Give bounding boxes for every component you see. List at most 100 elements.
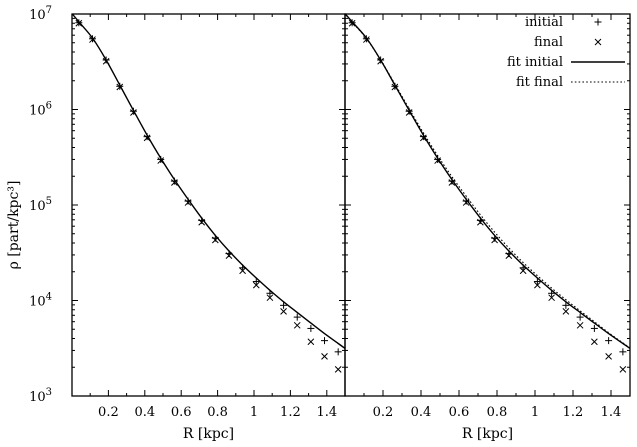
initial-point: [280, 301, 288, 309]
initial-point: [605, 337, 613, 345]
initial-point: [129, 107, 137, 115]
final-point: [477, 218, 484, 226]
final-point: [391, 83, 399, 91]
y-tick-label: 104: [29, 292, 52, 310]
final-point: [211, 236, 219, 244]
x-tick-label: 0.4: [134, 405, 155, 420]
initial-point: [157, 155, 165, 163]
initial-point: [419, 133, 427, 141]
final-point: [619, 366, 627, 373]
y-tick-labels: 103 104 105 106 107: [29, 5, 52, 405]
initial-point: [102, 56, 110, 64]
right-panel: 0.2 0.4 0.6 0.8 1 1.2 1.4 R [kpc]: [344, 13, 631, 442]
final-point: [405, 109, 413, 116]
final-point: [184, 199, 192, 206]
final-point: [198, 218, 206, 226]
initial-point: [362, 35, 370, 43]
initial-point: [321, 337, 329, 345]
final-point: [225, 252, 233, 259]
y-axis-label: ρ [part/kpc³]: [6, 181, 22, 270]
fit-final-line: [345, 14, 630, 349]
y-tick-label: 107: [29, 5, 52, 23]
final-point: [591, 338, 598, 346]
final-point: [143, 134, 151, 142]
final-point: [534, 281, 541, 289]
final-point: [293, 321, 301, 329]
initial-point: [143, 133, 151, 141]
x-axis-label: R [kpc]: [462, 426, 513, 442]
final-point: [594, 38, 602, 46]
final-point: [377, 57, 384, 65]
final-point: [434, 157, 441, 164]
final-point: [280, 307, 287, 315]
final-point: [89, 36, 96, 43]
x-axis-label: R [kpc]: [183, 426, 234, 442]
legend-label: fit initial: [507, 55, 563, 70]
final-point: [130, 109, 137, 116]
final-point: [239, 267, 246, 275]
final-point: [348, 19, 356, 27]
final-point: [363, 36, 370, 43]
x-tick-label: 0.2: [373, 405, 394, 420]
final-point: [171, 179, 178, 186]
final-point: [491, 236, 498, 244]
final-point: [307, 338, 315, 346]
initial-point: [334, 348, 342, 356]
initial-point: [391, 82, 399, 90]
final-point: [321, 353, 328, 360]
x-tick-label: 1: [531, 405, 539, 420]
legend-label: final: [534, 35, 563, 50]
left-panel: 0.2 0.4 0.6 0.8 1 1.2 1.4 R [kpc]: [71, 13, 346, 442]
final-point: [448, 179, 456, 186]
initial-point: [252, 278, 260, 286]
x-tick-label: 1.4: [601, 405, 622, 420]
initial-point: [590, 324, 598, 332]
legend: initial final fit initial fit final: [507, 15, 625, 90]
fit-initial-line: [72, 14, 345, 350]
x-tick-label: 0.6: [171, 405, 192, 420]
x-tick-label: 1.4: [316, 405, 337, 420]
x-tick-label: 0.8: [487, 405, 508, 420]
final-point: [605, 353, 612, 360]
final-point: [334, 366, 342, 373]
y-tick-label: 106: [29, 101, 52, 119]
initial-point: [562, 301, 570, 309]
initial-point: [533, 278, 541, 286]
final-point: [266, 294, 274, 302]
initial-point: [594, 18, 602, 26]
initial-point: [116, 82, 124, 90]
legend-label: fit final: [516, 75, 563, 90]
initial-point: [88, 35, 96, 43]
x-tick-label: 0.6: [449, 405, 470, 420]
y-tick-label: 105: [29, 196, 52, 214]
final-point: [75, 19, 83, 27]
initial-point: [548, 289, 556, 297]
initial-point: [377, 56, 385, 64]
final-point: [157, 157, 165, 164]
initial-point: [266, 289, 274, 297]
final-point: [519, 267, 527, 275]
legend-label: initial: [525, 15, 563, 30]
initial-point: [619, 348, 627, 356]
final-point: [576, 321, 584, 329]
initial-point: [448, 177, 456, 185]
final-point: [562, 307, 570, 315]
final-point: [116, 83, 124, 91]
initial-point: [405, 107, 413, 115]
x-tick-label: 1.2: [563, 405, 584, 420]
initial-point: [307, 324, 315, 332]
initial-point: [170, 177, 178, 185]
y-tick-label: 103: [29, 387, 52, 405]
initial-point: [184, 197, 192, 205]
final-point: [252, 281, 260, 289]
final-point: [420, 134, 427, 142]
x-tick-label: 1: [250, 405, 258, 420]
x-tick-label: 0.2: [98, 405, 119, 420]
x-tick-label: 1.2: [280, 405, 301, 420]
x-tick-label: 0.4: [411, 405, 432, 420]
final-point: [102, 57, 110, 65]
initial-point: [462, 197, 470, 205]
initial-point: [576, 313, 584, 321]
final-point: [505, 252, 513, 259]
